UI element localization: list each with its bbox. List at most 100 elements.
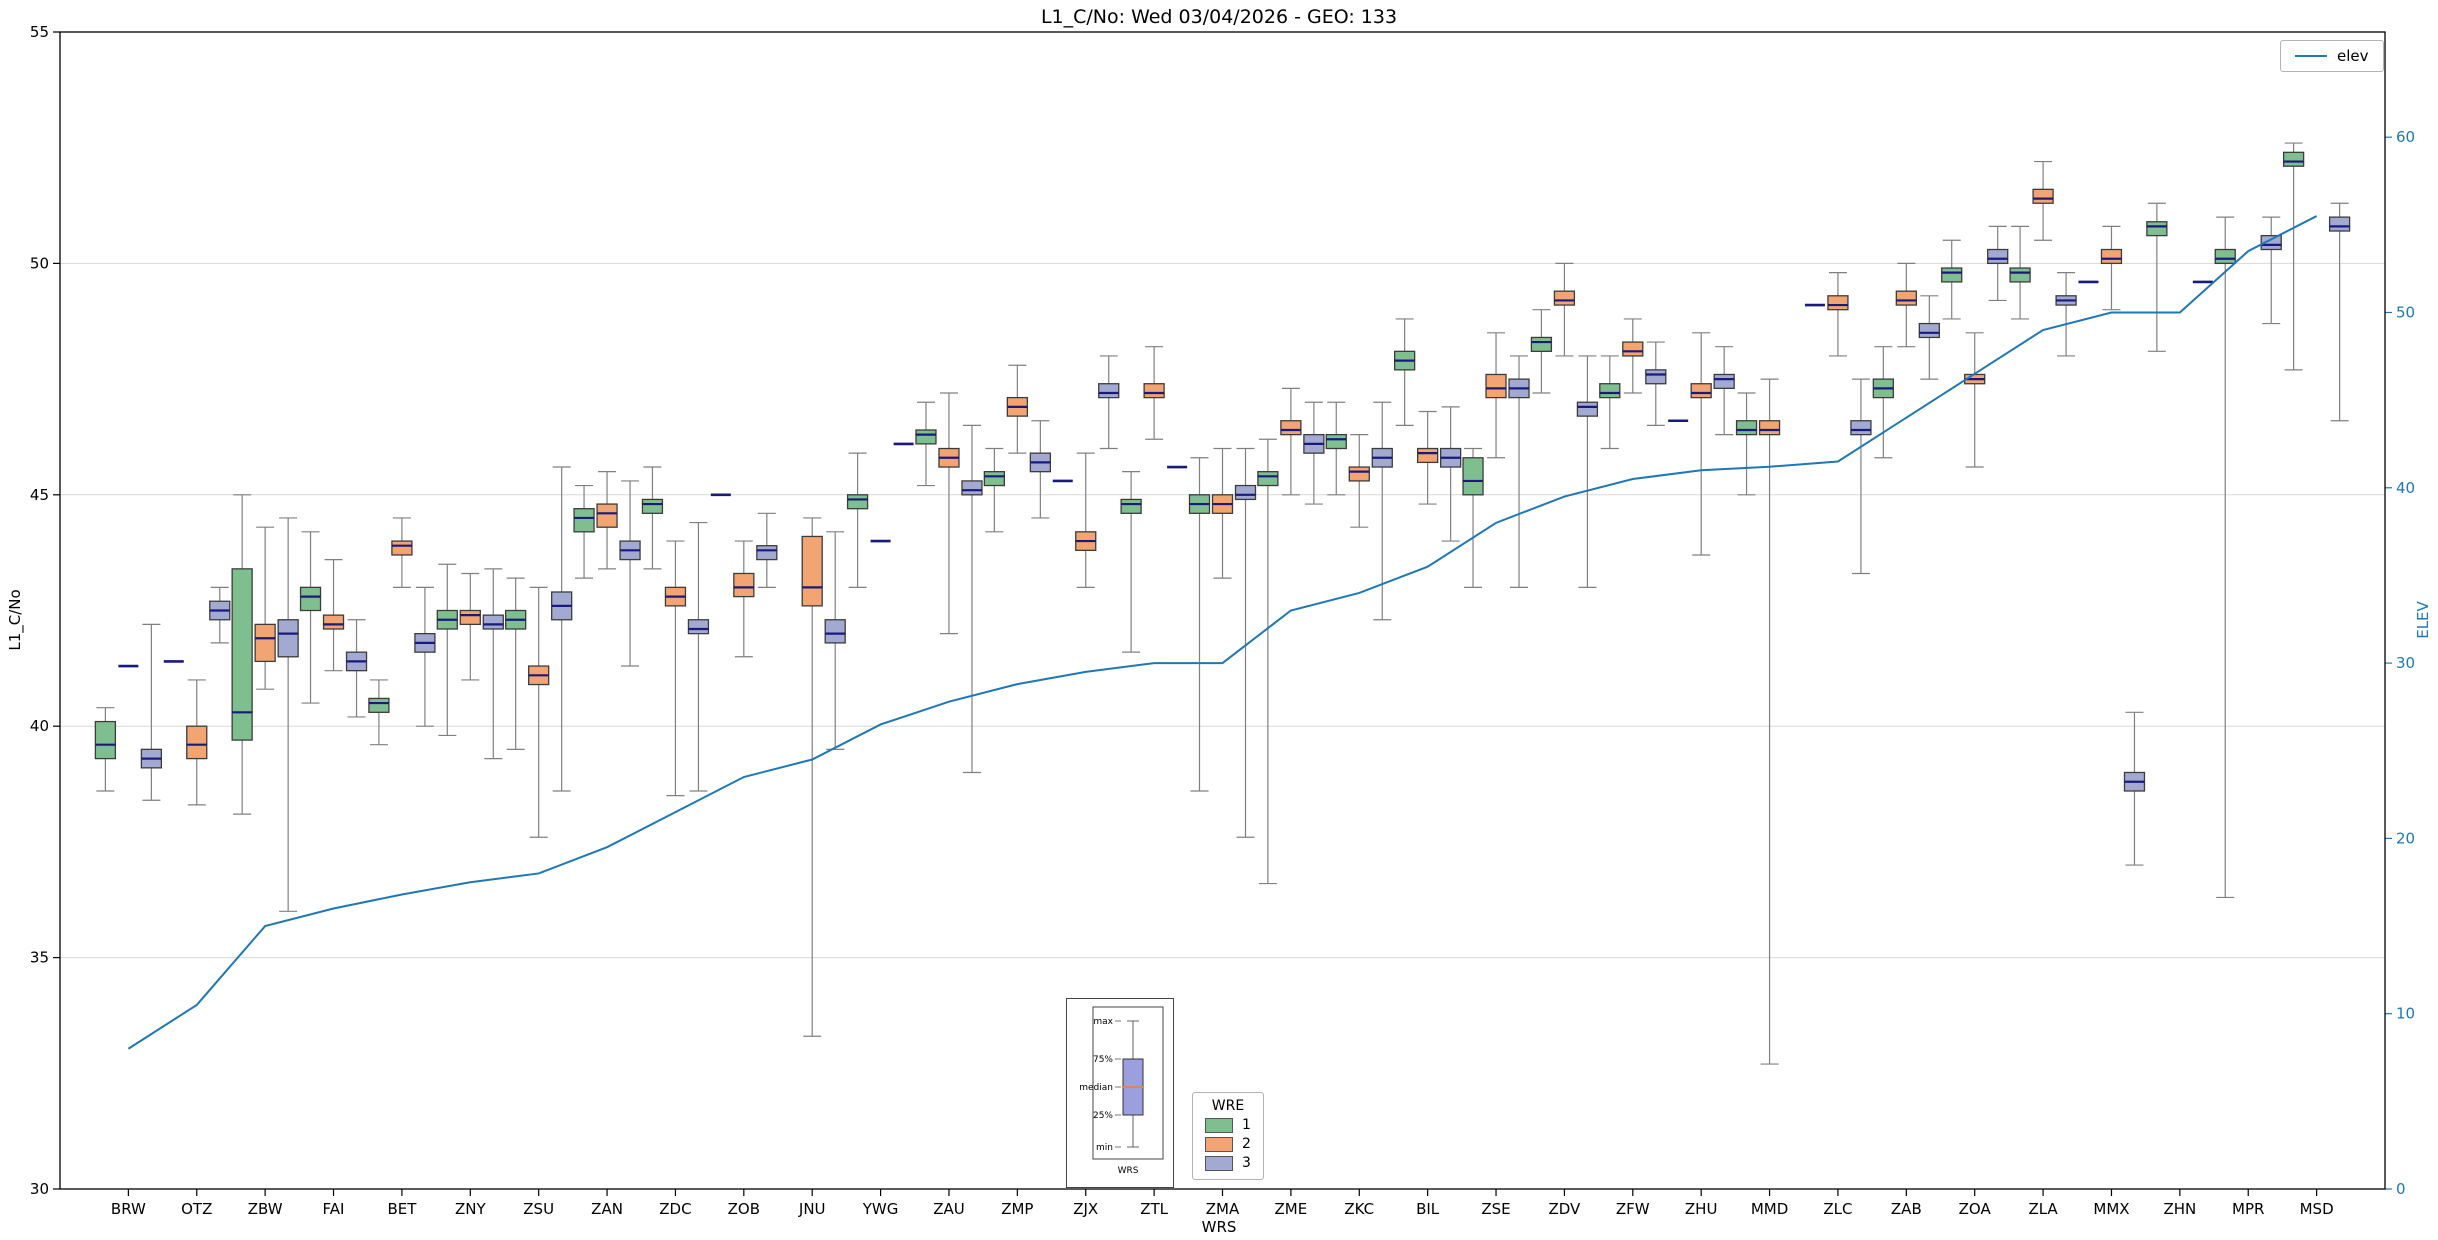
wre2-swatch-icon: [1205, 1136, 1233, 1152]
box-group-ZSU: [505, 466, 573, 838]
xtick-label-YWG: YWG: [862, 1200, 899, 1218]
ytick-left-label-50: 50: [30, 254, 49, 272]
inset-label-75%: 75%: [1093, 1055, 1113, 1065]
xtick-label-ZSU: ZSU: [523, 1200, 554, 1218]
xtick-label-ZLA: ZLA: [2028, 1200, 2058, 1218]
box-YWG-wre1: [846, 494, 869, 510]
box-group-ZLA: [2009, 160, 2077, 357]
legend-wre-item-1-label: 1: [1242, 1117, 1251, 1133]
ytick-left-label-55: 55: [30, 23, 49, 41]
box-ZKC-wre2: [1348, 466, 1370, 482]
box-ZMA-wre3: [1234, 484, 1257, 501]
box-MSD-wre1: [2282, 151, 2305, 167]
box-group-ZME: [1257, 387, 1325, 885]
xtick-label-MMX: MMX: [2093, 1200, 2129, 1218]
xtick-label-ZBW: ZBW: [248, 1200, 283, 1218]
box-ZAU-wre3: [961, 480, 983, 496]
legend-elev-label: elev: [2337, 47, 2369, 65]
box-group-ZKC: [1325, 401, 1393, 621]
inset-axes-frame: [1092, 1006, 1164, 1160]
box-ZSE-wre2: [1485, 373, 1507, 399]
box-group-ZMA: [1188, 447, 1257, 838]
box-FAI-wre1: [299, 586, 322, 612]
legend-wre-item-3: 3: [1205, 1155, 1251, 1171]
xtick-label-ZAU: ZAU: [933, 1200, 965, 1218]
xtick-label-MPR: MPR: [2232, 1200, 2264, 1218]
xtick-label-OTZ: OTZ: [181, 1200, 212, 1218]
box-group-ZTL: [1120, 346, 1188, 653]
xtick-label-ZSE: ZSE: [1481, 1200, 1510, 1218]
box-group-MMD: [1735, 378, 1781, 1065]
wre3-swatch-icon: [1205, 1155, 1233, 1171]
box-group-ZOB: [710, 493, 778, 658]
box-group-ZHU: [1668, 332, 1735, 556]
box-group-ZMP: [983, 364, 1052, 533]
boxplot-anatomy-diagram: max 75% median 25% min WRS: [1079, 1006, 1164, 1176]
box-group-MSD: [2282, 142, 2351, 422]
box-ZSE-wre1: [1462, 457, 1484, 496]
xtick-label-BRW: BRW: [111, 1200, 146, 1218]
xtick-label-ZDC: ZDC: [659, 1200, 691, 1218]
xtick-label-ZAB: ZAB: [1891, 1200, 1922, 1218]
box-ZBW-wre2: [254, 623, 276, 663]
box-MMD-wre1: [1735, 420, 1758, 436]
legend-elev: elev: [2280, 40, 2384, 72]
xtick-label-BIL: BIL: [1416, 1200, 1440, 1218]
boxplot-anatomy-inset: max 75% median 25% min WRS: [1066, 998, 1174, 1188]
xtick-label-ZHN: ZHN: [2163, 1200, 2196, 1218]
box-group-BET: [368, 517, 436, 746]
box-group-ZHN: [2146, 202, 2213, 352]
box-ZAU-wre1: [915, 429, 937, 445]
box-group-ZFW: [1599, 318, 1667, 450]
box-OTZ-wre2: [186, 725, 208, 760]
box-group-YWG: [846, 442, 914, 588]
box-group-ZBW: [231, 494, 299, 912]
box-ZDV-wre1: [1530, 336, 1553, 352]
legend-wre-title: WRE: [1211, 1098, 1245, 1114]
box-ZAB-wre3: [1918, 322, 1940, 339]
box-BIL-wre2: [1416, 447, 1439, 464]
box-ZOB-wre3: [756, 545, 778, 561]
legend-wre-item-1: 1: [1205, 1117, 1251, 1133]
box-MSD-wre3: [2328, 216, 2351, 232]
xtick-label-ZMP: ZMP: [1001, 1200, 1033, 1218]
box-ZKC-wre1: [1325, 433, 1347, 450]
box-group-ZDC: [641, 466, 710, 797]
box-group-BRW: [94, 623, 163, 801]
box-ZBW-wre3: [277, 619, 299, 658]
ytick-left-label-30: 30: [30, 1180, 49, 1198]
box-group-MPR: [2214, 216, 2282, 899]
box-ZHN-wre1: [2146, 221, 2168, 237]
box-ZTL-wre1: [1120, 498, 1142, 514]
box-ZHU-wre2: [1690, 383, 1712, 399]
ytick-left-label-45: 45: [30, 486, 49, 504]
box-ZFW-wre2: [1622, 341, 1644, 357]
box-group-ZNY: [436, 563, 504, 760]
box-BET-wre2: [391, 540, 413, 556]
box-ZAN-wre1: [573, 508, 595, 533]
ytick-right-label-20: 20: [2396, 829, 2415, 847]
elev-line-sample-icon: [2295, 55, 2327, 57]
inset-label-max: max: [1093, 1017, 1113, 1027]
xtick-label-ZAN: ZAN: [591, 1200, 623, 1218]
box-ZLA-wre2: [2032, 188, 2054, 204]
ytick-right-label-40: 40: [2396, 479, 2415, 497]
xtick-label-ZOA: ZOA: [1959, 1200, 1992, 1218]
ytick-right-label-10: 10: [2396, 1005, 2415, 1023]
box-ZDV-wre2: [1553, 290, 1576, 306]
axes-frame: [59, 31, 2386, 1190]
box-group-JNU: [801, 517, 846, 1037]
xtick-label-ZLC: ZLC: [1823, 1200, 1852, 1218]
legend-wre: WRE 1 2 3: [1192, 1092, 1264, 1180]
xtick-label-ZTL: ZTL: [1140, 1200, 1168, 1218]
xtick-label-ZKC: ZKC: [1344, 1200, 1374, 1218]
box-ZDC-wre1: [641, 498, 664, 514]
box-ZDC-wre3: [687, 619, 710, 635]
legend-wre-item-2: 2: [1205, 1136, 1251, 1152]
xtick-label-JNU: JNU: [798, 1200, 826, 1218]
ytick-left-label-40: 40: [30, 717, 49, 735]
legend-wre-item-2-label: 2: [1242, 1136, 1251, 1152]
box-group-ZDV: [1530, 262, 1599, 588]
